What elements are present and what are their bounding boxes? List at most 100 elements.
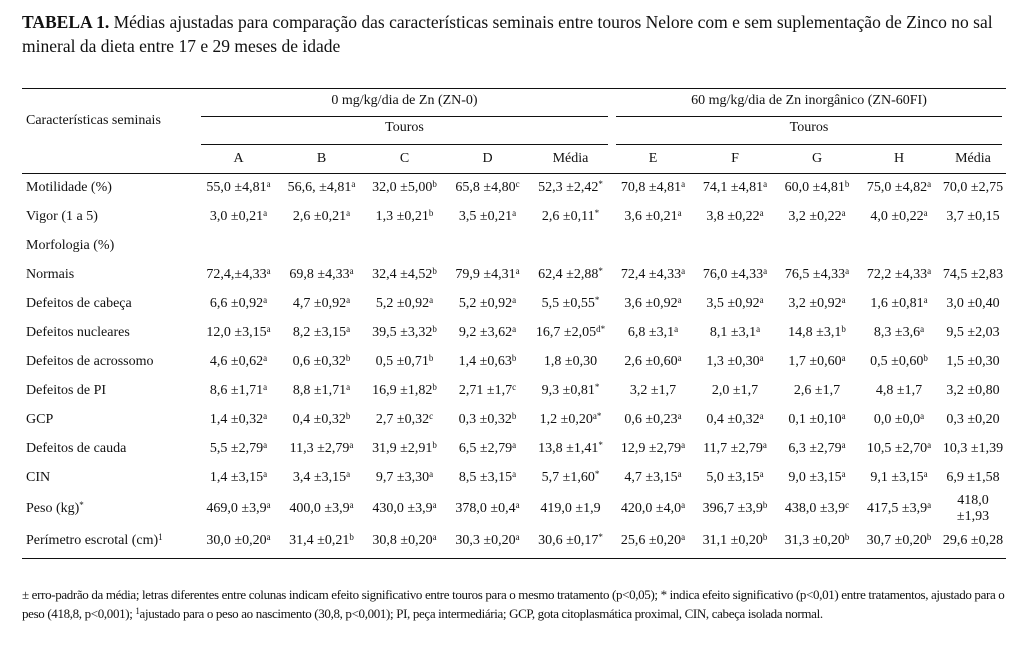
row-label: GCP: [26, 412, 54, 427]
row-label: Peso (kg)*: [26, 499, 84, 516]
column-header: G: [776, 145, 858, 174]
table-cell: 3,4 ±3,15a: [292, 469, 351, 486]
table-cell: 3,2 ±0,22a: [788, 208, 846, 225]
table-cell: 0,6 ±0,23a: [624, 411, 682, 428]
table-cell: 5,0 ±3,15a: [706, 469, 764, 486]
table-cell: 56,6, ±4,81a: [287, 179, 356, 196]
row-label: Defeitos de acrossomo: [26, 354, 154, 369]
table-cell: 1,4 ±0,32a: [209, 411, 268, 428]
table-cell: 5,5 ±0,55*: [541, 295, 600, 312]
table-cell: [858, 232, 940, 261]
table-cell: [363, 232, 446, 261]
table-cell: 2,0 ±1,7: [711, 383, 759, 398]
table-cell: 1,7 ±0,60a: [788, 353, 846, 370]
table-cell: 0,3 ±0,20: [946, 412, 1000, 427]
column-header: B: [280, 145, 363, 174]
table-cell: 3,6 ±0,21a: [624, 208, 682, 225]
table-cell: 4,7 ±0,92a: [292, 295, 351, 312]
table-cell: 8,3 ±3,6a: [873, 324, 925, 341]
table-cell: 1,5 ±0,30: [946, 354, 1000, 369]
table-cell: 75,0 ±4,82a: [866, 179, 932, 196]
table-cell: 69,8 ±4,33a: [289, 266, 354, 283]
table-row: Morfologia (%): [22, 232, 1006, 261]
table-cell: 60,0 ±4,81b: [784, 179, 850, 196]
table-cell: 8,8 ±1,71a: [292, 382, 351, 399]
table-footnote: ± erro-padrão da média; letras diferente…: [22, 587, 1005, 621]
table-row: Peso (kg)* 469,0 ±3,9a 400,0 ±3,9a 430,0 ±3…: [22, 493, 1006, 525]
table-row: Perímetro escrotal (cm)1 30,0 ±0,20a 31,4 …: [22, 524, 1006, 559]
column-header: F: [694, 145, 776, 174]
table-cell: 9,7 ±3,30a: [375, 469, 434, 486]
table-cell: 29,6 ±0,28: [940, 524, 1006, 559]
table-cell: 31,4 ±0,21b: [280, 524, 363, 559]
table-cell: 3,2 ±0,92a: [788, 295, 846, 312]
table-cell: 16,7 ±2,05d*: [535, 324, 606, 341]
table-cell: 4,7 ±3,15a: [624, 469, 682, 486]
table-cell: 72,2 ±4,33a: [866, 266, 932, 283]
table-cell: 0,1 ±0,10a: [788, 411, 846, 428]
table-cell: 8,6 ±1,71a: [209, 382, 268, 399]
table-cell: 5,5 ±2,79a: [209, 440, 268, 457]
table-row: Normais 72,4,±4,33a 69,8 ±4,33a 32,4 ±4,52b…: [22, 261, 1006, 290]
column-header: A: [197, 145, 280, 174]
table-row: Defeitos de acrossomo 4,6 ±0,62a 0,6 ±0,32…: [22, 348, 1006, 377]
table-cell: [197, 232, 280, 261]
table-cell: 417,5 ±3,9a: [866, 499, 932, 516]
table-cell: 12,0 ±3,15a: [206, 324, 271, 341]
column-header: E: [612, 145, 694, 174]
row-label: Motilidade (%): [26, 180, 112, 196]
table-cell: 0,5 ±0,60b: [870, 353, 928, 370]
row-label: Defeitos de PI: [26, 383, 107, 398]
table-cell: 5,2 ±0,92a: [458, 295, 517, 312]
table-cell: 3,8 ±0,22a: [706, 208, 764, 225]
table-cell: 2,7 ±0,32c: [375, 411, 434, 428]
table-cell: 31,9 ±2,91b: [372, 440, 437, 457]
row-label: Defeitos de cabeça: [26, 296, 132, 311]
table-cell: 4,8 ±1,7: [875, 383, 923, 398]
table-cell: 72,4,±4,33a: [206, 266, 271, 283]
table-cell: 52,3 ±2,42*: [538, 179, 603, 196]
table-cell: 1,2 ±0,20a*: [539, 411, 602, 428]
table-cell: 9,0 ±3,15a: [788, 469, 846, 486]
table-cell: 8,1 ±3,1a: [709, 324, 761, 341]
table-cell: 6,8 ±3,1a: [627, 324, 679, 341]
table-cell: 0,3 ±0,32b: [458, 411, 517, 428]
table-cell: 4,0 ±0,22a: [870, 208, 928, 225]
table-cell: 9,2 ±3,62a: [458, 324, 517, 341]
row-label: Vigor (1 a 5): [26, 209, 98, 224]
table-cell: 0,0 ±0,0a: [873, 411, 925, 428]
table-cell: 3,7 ±0,15: [946, 209, 1000, 224]
table-cell: 1,6 ±0,81a: [870, 295, 928, 312]
table-caption: TABELA 1. Médias ajustadas para comparaç…: [22, 10, 1022, 58]
table-cell: 65,8 ±4,80c: [455, 179, 520, 196]
table-cell: 6,6 ±0,92a: [209, 295, 268, 312]
table-cell: 469,0 ±3,9a: [206, 499, 271, 516]
table-cell: 30,6 ±0,17*: [529, 524, 612, 559]
table-cell: 2,6 ±0,60a: [624, 353, 682, 370]
table-cell: 13,8 ±1,41*: [538, 440, 603, 457]
table-row: Defeitos de PI 8,6 ±1,71a 8,8 ±1,71a 16,9 ±…: [22, 377, 1006, 406]
table-cell: 4,6 ±0,62a: [209, 353, 268, 370]
table-cell: 12,9 ±2,79a: [620, 440, 686, 457]
table-cell: 55,0 ±4,81a: [206, 179, 271, 196]
table-cell: 79,9 ±4,31a: [455, 266, 520, 283]
table-row: Defeitos nucleares 12,0 ±3,15a 8,2 ±3,15a 3…: [22, 319, 1006, 348]
table-cell: 16,9 ±1,82b: [372, 382, 437, 399]
row-label: Defeitos nucleares: [26, 325, 130, 340]
table-cell: 1,8 ±0,30: [543, 354, 598, 369]
table-cell: 3,2 ±1,7: [629, 383, 677, 398]
table-cell: 1,3 ±0,30a: [706, 353, 764, 370]
table-cell: 0,5 ±0,71b: [375, 353, 434, 370]
results-table: Características seminais 0 mg/kg/dia de …: [22, 88, 1006, 559]
table-cell: 8,2 ±3,15a: [292, 324, 351, 341]
table-cell: 3,5 ±0,21a: [458, 208, 517, 225]
table-cell: 9,5 ±2,03: [946, 325, 1000, 340]
table-cell: [940, 232, 1006, 261]
table-cell: 14,8 ±3,1b: [788, 324, 846, 341]
column-header: C: [363, 145, 446, 174]
table-cell: 74,1 ±4,81a: [702, 179, 768, 196]
table-row: Vigor (1 a 5) 3,0 ±0,21a 2,6 ±0,21a 1,3 ±0,…: [22, 203, 1006, 232]
row-label: Defeitos de cauda: [26, 441, 127, 456]
table-cell: 2,71 ±1,7c: [458, 382, 517, 399]
table-row: Motilidade (%) 55,0 ±4,81a 56,6, ±4,81a 32,…: [22, 174, 1006, 203]
